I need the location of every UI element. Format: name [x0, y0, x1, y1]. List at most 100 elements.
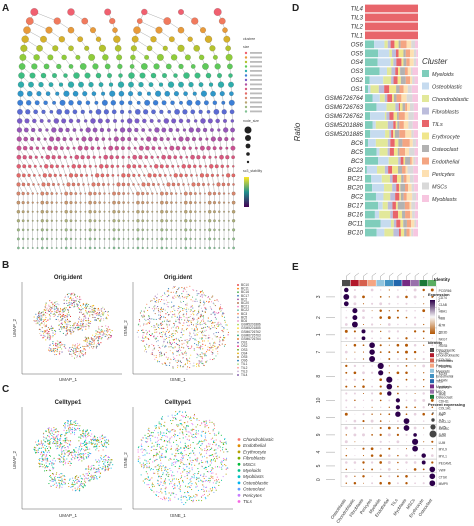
umap-point: [85, 481, 87, 483]
clustree-node: [104, 8, 112, 16]
c-tsne-title: Celltype1: [165, 400, 192, 406]
stack-segment: [390, 58, 394, 67]
umap-point: [58, 487, 60, 489]
clustree-node: [108, 137, 112, 141]
umap-point: [87, 433, 89, 435]
clustree-node: [92, 127, 98, 133]
tsne-point: [183, 297, 185, 299]
umap-point: [57, 303, 59, 305]
clustree-node: [90, 174, 94, 177]
stack-segment: [396, 219, 401, 228]
umap-point: [62, 332, 64, 335]
umap-point: [80, 442, 82, 444]
umap-point: [99, 332, 102, 334]
tsne-point: [172, 358, 175, 360]
legend-label: GSM6726764: [241, 337, 261, 341]
umap-point: [52, 480, 54, 483]
tsne-point: [212, 358, 214, 361]
umap-point: [73, 427, 76, 429]
umap-point: [52, 459, 54, 461]
tsne-point: [166, 428, 168, 430]
umap-point: [89, 314, 91, 316]
tsne-point: [173, 297, 175, 299]
legend-label-bar: [250, 79, 262, 81]
tsne-point: [204, 322, 206, 324]
umap-point: [80, 485, 82, 487]
tsne-point: [168, 295, 170, 297]
tsne-point: [171, 333, 173, 335]
clustree-node: [84, 72, 91, 79]
tsne-point: [190, 313, 192, 316]
umap-point: [78, 436, 80, 438]
tsne-point: [154, 325, 156, 327]
tsne-point: [141, 440, 143, 442]
umap-point: [60, 326, 62, 328]
clustree-node: [39, 165, 42, 168]
umap-point: [67, 314, 69, 316]
tsne-point: [207, 296, 210, 298]
umap-point: [94, 310, 96, 312]
umap-point: [43, 452, 45, 454]
umap-point: [60, 455, 62, 457]
tsne-point: [202, 327, 205, 329]
clustree-node: [162, 45, 168, 51]
umap-point: [67, 330, 69, 332]
umap-point: [53, 477, 56, 479]
umap-point: [62, 484, 64, 486]
tsne-point: [190, 299, 192, 301]
clustree-node: [68, 118, 74, 124]
stack-segment: [365, 49, 379, 58]
clustree-node: [55, 228, 58, 231]
umap-point: [108, 456, 110, 459]
b-tsne-xlabel: tSNE_1: [170, 377, 186, 382]
tsne-point: [157, 300, 159, 302]
umap-point: [105, 455, 107, 457]
clustree-node: [170, 238, 173, 240]
umap-point: [53, 351, 55, 353]
tsne-point: [174, 285, 176, 287]
umap-point: [61, 326, 63, 328]
stack-segment: [407, 67, 411, 76]
umap-point: [49, 460, 51, 462]
legend-label: TIL2: [241, 366, 248, 370]
clustree-node: [127, 201, 130, 204]
legend-label: OS6: [241, 359, 248, 363]
tsne-point: [222, 312, 224, 314]
umap-point: [53, 457, 55, 459]
clustree-node: [147, 173, 152, 178]
clustree-node: [58, 82, 64, 87]
clustree-node: [136, 200, 140, 205]
umap-point: [71, 452, 73, 454]
tsne-point: [187, 425, 189, 427]
clustree-node: [173, 73, 178, 78]
b-umap-title: Orig.ident: [54, 275, 82, 281]
tsne-point: [153, 348, 155, 350]
tsne-point: [167, 357, 169, 359]
clustree-node: [36, 137, 41, 141]
clustree-node: [53, 17, 61, 25]
stack-segment: [399, 192, 401, 201]
umap-point: [43, 459, 45, 461]
tsne-point: [169, 362, 171, 364]
tsne-point: [145, 329, 147, 331]
umap-point: [69, 353, 71, 355]
tsne-point: [201, 327, 203, 329]
stack-segment: [390, 139, 395, 147]
umap-point: [48, 334, 50, 336]
clustree-node: [170, 100, 175, 105]
umap-point: [49, 337, 51, 339]
umap-point: [104, 461, 106, 463]
tsne-point: [147, 477, 149, 479]
tsne-point: [155, 337, 157, 339]
clustree-node: [107, 73, 112, 78]
clustree-node: [103, 154, 109, 160]
clustree-node: [141, 128, 146, 132]
stack-segment: [368, 85, 371, 94]
tsne-point: [199, 337, 201, 339]
umap-point: [96, 336, 98, 338]
tsne-point: [181, 295, 183, 297]
clustree-node: [60, 192, 63, 195]
stack-segment: [383, 76, 392, 85]
stack-segment: [372, 94, 380, 102]
umap-point: [107, 326, 109, 328]
